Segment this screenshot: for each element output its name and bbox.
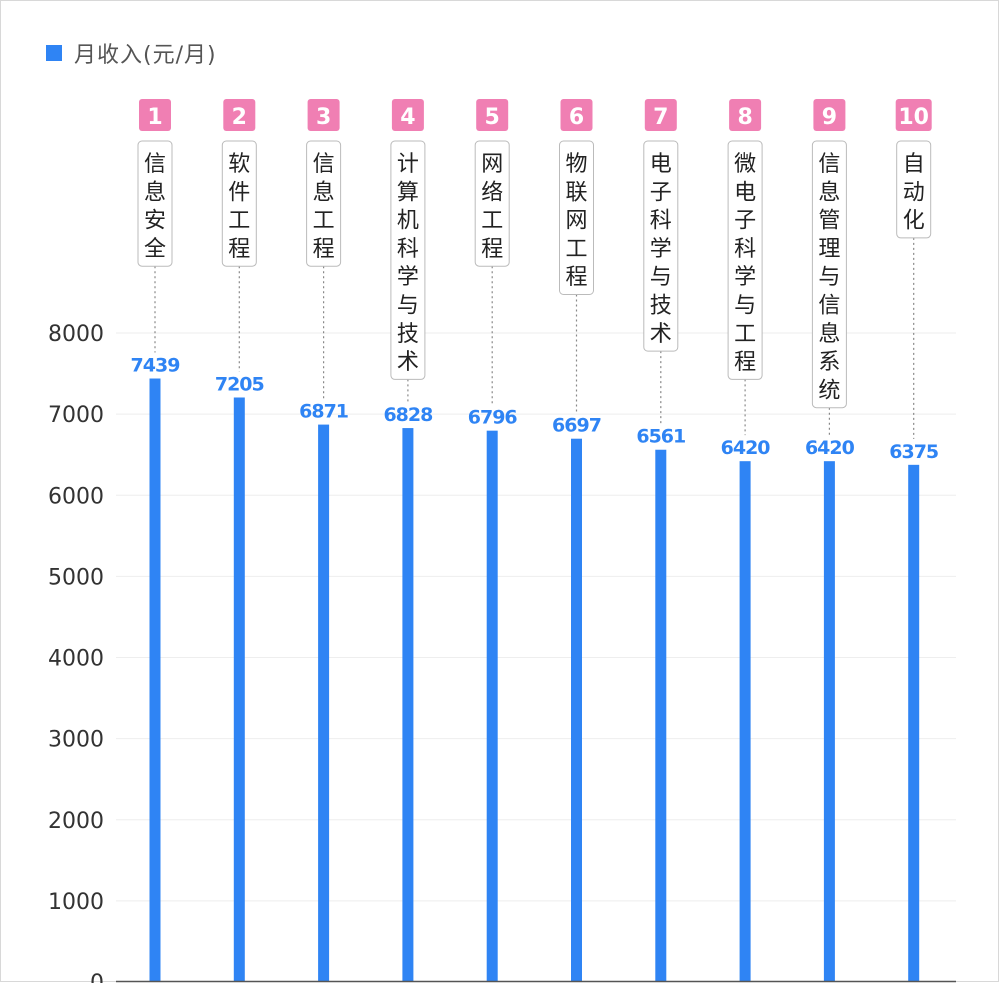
category-label: 信息安全 [144, 152, 166, 262]
category-label-box [221, 140, 257, 267]
value-label: 6697 [552, 415, 601, 437]
y-tick-label: 5000 [48, 565, 104, 590]
y-tick-label: 3000 [48, 728, 104, 753]
gridlines [116, 332, 956, 902]
rank-badge [476, 99, 509, 131]
y-tick-label: 0 [90, 971, 104, 983]
category-label-box [896, 140, 932, 239]
bar [655, 449, 667, 982]
value-labels: 7439 7205 6871 6828 6796 6697 6561 6420 6420 6375 [131, 355, 940, 463]
category-label: 微电子科学与工程 [734, 152, 756, 375]
rank-number: 6 [569, 105, 584, 130]
rank-badge [895, 99, 932, 131]
rank-number: 8 [737, 105, 752, 130]
category-label: 自动化 [903, 152, 925, 234]
category-label: 信息工程 [313, 152, 335, 262]
leader-lines [154, 237, 915, 439]
value-label: 6828 [383, 404, 433, 426]
rank-number: 10 [898, 105, 929, 130]
rank-number: 7 [653, 105, 668, 130]
category-label-box [137, 140, 173, 267]
y-tick-label: 4000 [48, 647, 104, 672]
legend-swatch [46, 45, 62, 61]
bar [149, 378, 161, 983]
category-label-box [390, 140, 426, 380]
rank-badge [139, 99, 171, 131]
rank-badge [307, 99, 340, 131]
category-label: 电子科学与技术 [650, 152, 672, 347]
rank-number: 3 [316, 105, 331, 130]
category-label-box [643, 140, 679, 352]
category-label-box [474, 140, 510, 267]
category-label: 计算机科学与技术 [397, 152, 419, 375]
rank-number: 1 [147, 105, 162, 130]
bar [402, 428, 414, 982]
category-label: 信息管理与信息系统 [818, 152, 840, 403]
rank-badge [560, 99, 593, 131]
legend-label: 月收入(元/月) [74, 43, 217, 68]
rank-number: 9 [822, 105, 837, 130]
rank-badge [813, 99, 846, 131]
y-tick-label: 7000 [48, 403, 104, 428]
bar [233, 397, 245, 982]
legend: 月收入(元/月) [46, 37, 217, 69]
category-label-box [306, 140, 342, 267]
value-label: 6375 [889, 441, 938, 463]
y-tick-label: 6000 [48, 484, 104, 509]
bar [486, 430, 498, 982]
value-label: 6871 [299, 401, 348, 423]
category-label: 网络工程 [481, 152, 503, 262]
bar [318, 424, 330, 983]
bar [823, 461, 835, 982]
bars [149, 378, 920, 983]
y-tick-label: 2000 [48, 809, 104, 834]
rank-number: 5 [485, 105, 500, 130]
rank-number: 2 [232, 105, 247, 130]
category-labels: 信息安全 软件工程 信息工程 计算机科学与技术 网络工程 物联网工程 电子科学与技术 微电子科… [137, 140, 932, 409]
rank-badge [223, 99, 256, 131]
y-tick-label: 8000 [48, 322, 104, 347]
rank-badge [644, 99, 677, 131]
rank-badge [729, 99, 762, 131]
category-label: 物联网工程 [565, 152, 587, 290]
rank-number: 4 [400, 105, 415, 130]
bar [908, 464, 920, 982]
value-label: 6561 [636, 426, 685, 448]
rank-badge [391, 99, 424, 131]
value-label: 6796 [468, 407, 518, 429]
bar [739, 461, 751, 982]
category-label-box [811, 140, 847, 409]
bar [571, 438, 582, 982]
category-label-box [727, 140, 763, 380]
y-tick-label: 1000 [48, 890, 104, 915]
y-axis: 0 1000 2000 3000 4000 5000 6000 7000 8000 [48, 322, 104, 983]
value-label: 7439 [131, 355, 180, 377]
value-label: 6420 [805, 437, 855, 459]
category-label-box [559, 140, 594, 295]
value-label: 6420 [721, 437, 771, 459]
rank-badges: 1 2 3 4 5 6 7 8 9 10 [139, 99, 932, 131]
category-label: 软件工程 [228, 152, 250, 262]
value-label: 7205 [215, 373, 264, 395]
